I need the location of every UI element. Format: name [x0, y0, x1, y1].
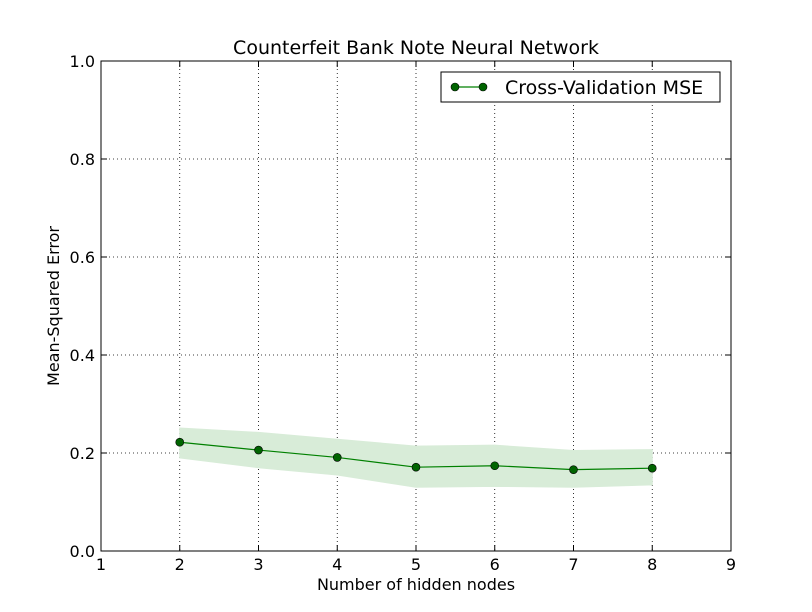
- y-tick-label: 0.4: [70, 346, 95, 365]
- x-axis-title: Number of hidden nodes: [317, 575, 515, 594]
- legend-box: [440, 71, 721, 103]
- y-tick-label: 0.6: [70, 248, 95, 267]
- x-tick-label: 1: [96, 555, 106, 574]
- legend-marker: [450, 82, 460, 92]
- y-tick-label: 0.8: [70, 150, 95, 169]
- series-band-area: [179, 427, 653, 488]
- confidence-band: [179, 427, 653, 488]
- chart-title: Counterfeit Bank Note Neural Network: [233, 37, 599, 59]
- y-tick-label: 1.0: [70, 52, 95, 71]
- y-tick-label: 0.2: [70, 444, 95, 463]
- ticks: 1 2 3 4 5 6 7 8 9 0.0 0.2 0.4 0.6 0.8 1.0: [70, 52, 737, 574]
- legend-label: Cross-Validation MSE: [505, 77, 703, 99]
- legend: Cross-Validation MSE: [440, 71, 721, 103]
- x-tick-label: 8: [647, 555, 657, 574]
- x-tick-label: 7: [568, 555, 578, 574]
- data-point: [647, 463, 657, 473]
- x-tick-label: 5: [411, 555, 421, 574]
- data-point: [332, 453, 342, 462]
- y-tick-label: 0.0: [70, 542, 95, 561]
- data-point: [569, 465, 578, 474]
- series-layer: [175, 437, 657, 474]
- y-axis-title: Mean-Squared Error: [44, 226, 63, 386]
- legend-marker: [478, 82, 488, 92]
- x-tick-label: 3: [253, 555, 263, 574]
- x-tick-label: 4: [332, 555, 342, 574]
- data-point: [254, 445, 263, 455]
- x-tick-label: 9: [726, 555, 736, 574]
- x-tick-label: 6: [490, 555, 500, 574]
- x-tick-label: 2: [175, 555, 185, 574]
- data-point: [175, 437, 185, 447]
- data-point: [490, 461, 500, 471]
- data-point: [411, 462, 421, 472]
